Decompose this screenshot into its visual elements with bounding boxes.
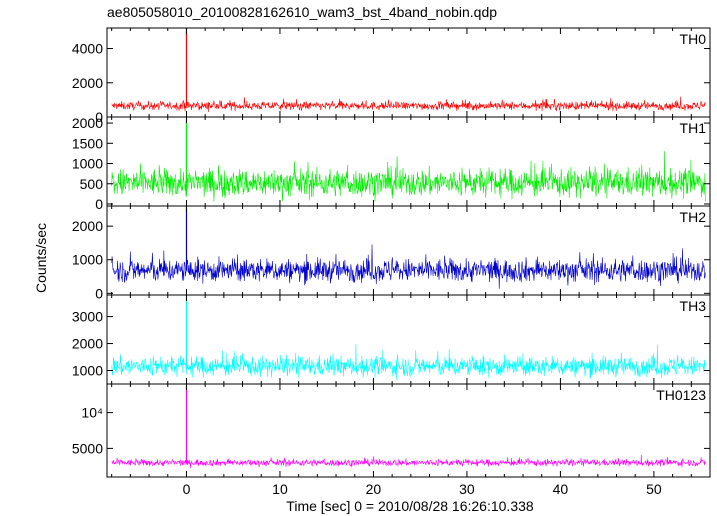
panel-label-th2: TH2 [680,209,707,225]
x-tick-label: 50 [646,481,662,497]
x-tick-label: 30 [459,481,475,497]
y-axis-title: Counts/sec [33,223,49,293]
panel-frame [106,205,711,296]
x-axis-title: Time [sec] 0 = 2010/08/28 16:26:10.338 [286,498,534,514]
y-tick-label: 2000 [72,218,103,234]
panel-frame [106,383,711,478]
panel-th0123: 5000 10⁴ TH0123 [72,383,711,478]
panel-label-th0: TH0 [680,31,707,47]
panel-th0: 0 2000 4000 TH0 [72,27,711,125]
series-line-th1 [111,151,706,202]
y-tick-label: 10⁴ [81,405,103,421]
x-tick-label: 40 [553,481,569,497]
y-tick-label: 1000 [72,156,103,172]
y-tick-label: 2000 [72,115,103,131]
x-tick-label: 20 [366,481,382,497]
series-line-th0 [111,96,706,112]
x-axis: 0 10 20 30 40 50 [183,481,662,497]
y-tick-label: 1000 [72,252,103,268]
y-tick-label: 0 [95,109,103,125]
y-tick-label: 2000 [72,336,103,352]
y-tick-label: 1500 [72,135,103,151]
panel-th2: 0 1000 2000 TH2 [72,205,711,301]
y-tick-label: 0 [95,285,103,301]
x-tick-label: 0 [183,481,191,497]
panel-label-th1: TH1 [680,120,707,136]
y-tick-label: 5000 [72,440,103,456]
series-line-th0123 [111,455,706,469]
panel-label-th3: TH3 [680,298,707,314]
panel-th3: 1000 2000 3000 TH3 [72,294,711,385]
figure-title: ae805058010_20100828162610_wam3_bst_4ban… [107,4,497,20]
y-tick-label: 1000 [72,363,103,379]
y-tick-label: 3000 [72,309,103,325]
x-tick-label: 10 [272,481,288,497]
y-tick-label: 0 [95,196,103,212]
y-tick-label: 500 [80,176,104,192]
y-tick-label: 4000 [72,41,103,57]
series-line-th3 [111,343,706,380]
series-line-th2 [111,244,706,289]
panel-label-th0123: TH0123 [656,387,706,403]
panel-th1: 0 500 1000 1500 2000 TH1 [72,115,711,212]
y-tick-label: 2000 [72,75,103,91]
